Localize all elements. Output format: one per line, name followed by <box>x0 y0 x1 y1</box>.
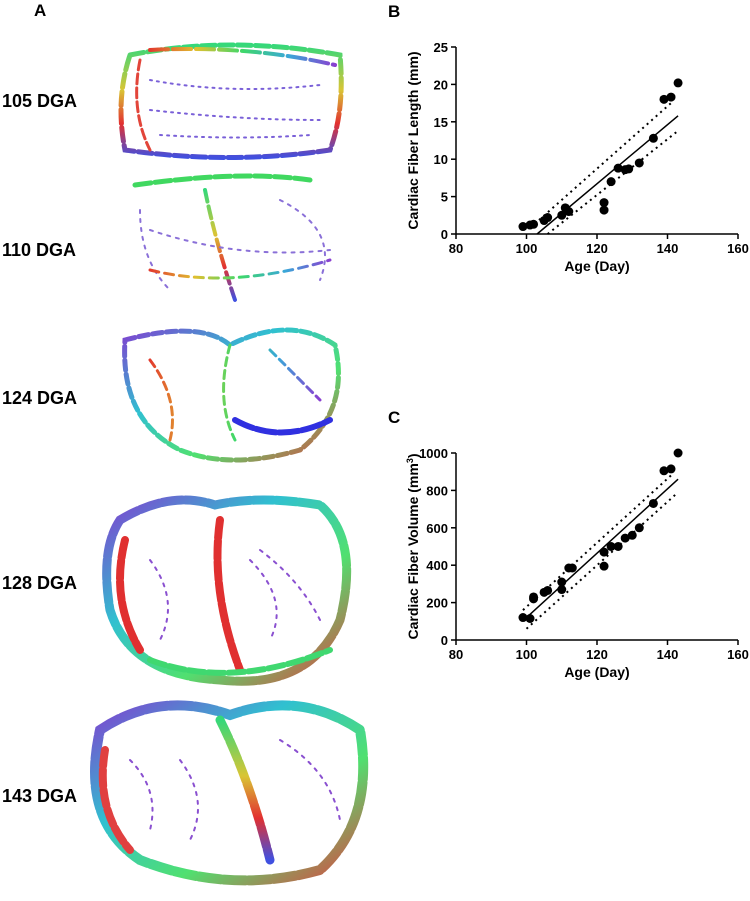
fit-line <box>547 129 679 235</box>
x-tick-label: 140 <box>657 647 679 662</box>
y-axis-label-part: Cardiac Fiber Length (mm) <box>405 51 421 229</box>
y-tick-label: 25 <box>434 40 448 55</box>
y-tick-label: 0 <box>441 633 448 648</box>
data-point <box>673 448 683 458</box>
fit-line <box>529 102 672 229</box>
data-point <box>624 164 634 174</box>
panel-label: C <box>388 408 400 427</box>
data-point <box>525 613 535 623</box>
data-point <box>620 533 630 543</box>
data-point <box>529 219 539 229</box>
data-point <box>648 133 658 143</box>
x-tick-label: 80 <box>449 241 463 256</box>
heart-105 <box>118 42 344 160</box>
data-point <box>659 94 669 104</box>
y-tick-label: 400 <box>426 558 448 573</box>
y-tick-label: 800 <box>426 483 448 498</box>
data-point <box>648 498 658 508</box>
data-point <box>634 158 644 168</box>
y-tick-label: 200 <box>426 596 448 611</box>
heart-124 <box>122 327 341 463</box>
data-point <box>564 207 574 217</box>
x-tick-label: 160 <box>727 647 749 662</box>
y-axis-label-part: Cardiac Fiber Volume (mm <box>405 463 421 639</box>
data-point <box>666 92 676 102</box>
y-tick-label: 600 <box>426 521 448 536</box>
data-point <box>543 213 553 223</box>
data-point <box>599 561 609 571</box>
y-tick-label: 10 <box>434 152 448 167</box>
data-point <box>557 210 567 220</box>
data-point <box>613 163 623 173</box>
data-point <box>557 577 567 587</box>
x-tick-label: 120 <box>586 241 608 256</box>
x-tick-label: 100 <box>516 647 538 662</box>
y-axis-label-part: 3 <box>405 458 415 463</box>
data-point <box>543 585 553 595</box>
data-point <box>634 523 644 533</box>
row-label: 128 DGA <box>2 573 77 593</box>
data-point <box>567 563 577 573</box>
y-tick-label: 1000 <box>419 446 448 461</box>
data-point <box>613 542 623 551</box>
panel-label: A <box>34 1 46 20</box>
x-tick-label: 100 <box>516 241 538 256</box>
data-point <box>529 592 539 602</box>
x-tick-label: 120 <box>586 647 608 662</box>
data-point <box>627 530 637 540</box>
y-tick-label: 20 <box>434 77 448 92</box>
y-axis-label: Cardiac Fiber Length (mm) <box>405 51 421 229</box>
heart-143 <box>90 700 369 886</box>
data-point <box>599 547 609 557</box>
x-axis-label: Age (Day) <box>564 258 629 274</box>
y-axis-label: Cardiac Fiber Volume (mm3) <box>405 453 421 639</box>
heart-110 <box>132 173 332 302</box>
data-point <box>518 222 528 232</box>
panel-label: B <box>388 2 400 21</box>
row-label: 105 DGA <box>2 91 77 111</box>
data-point <box>557 585 567 595</box>
fit-line <box>525 491 679 630</box>
heart-128 <box>102 495 352 686</box>
row-label: 124 DGA <box>2 388 77 408</box>
data-point <box>673 78 683 88</box>
x-tick-label: 80 <box>449 647 463 662</box>
y-axis-label-part: ) <box>405 453 421 458</box>
x-axis-label: Age (Day) <box>564 664 629 680</box>
data-point <box>518 613 528 623</box>
x-tick-label: 140 <box>657 241 679 256</box>
y-tick-label: 5 <box>441 190 448 205</box>
data-point <box>599 205 609 215</box>
x-tick-label: 160 <box>727 241 749 256</box>
y-tick-label: 0 <box>441 227 448 242</box>
data-point <box>606 177 616 187</box>
row-label: 110 DGA <box>2 240 76 260</box>
y-tick-label: 15 <box>434 115 448 130</box>
row-label: 143 DGA <box>2 786 77 806</box>
data-point <box>606 542 616 551</box>
data-point <box>599 198 609 208</box>
data-point <box>659 466 669 476</box>
data-point <box>666 464 676 474</box>
